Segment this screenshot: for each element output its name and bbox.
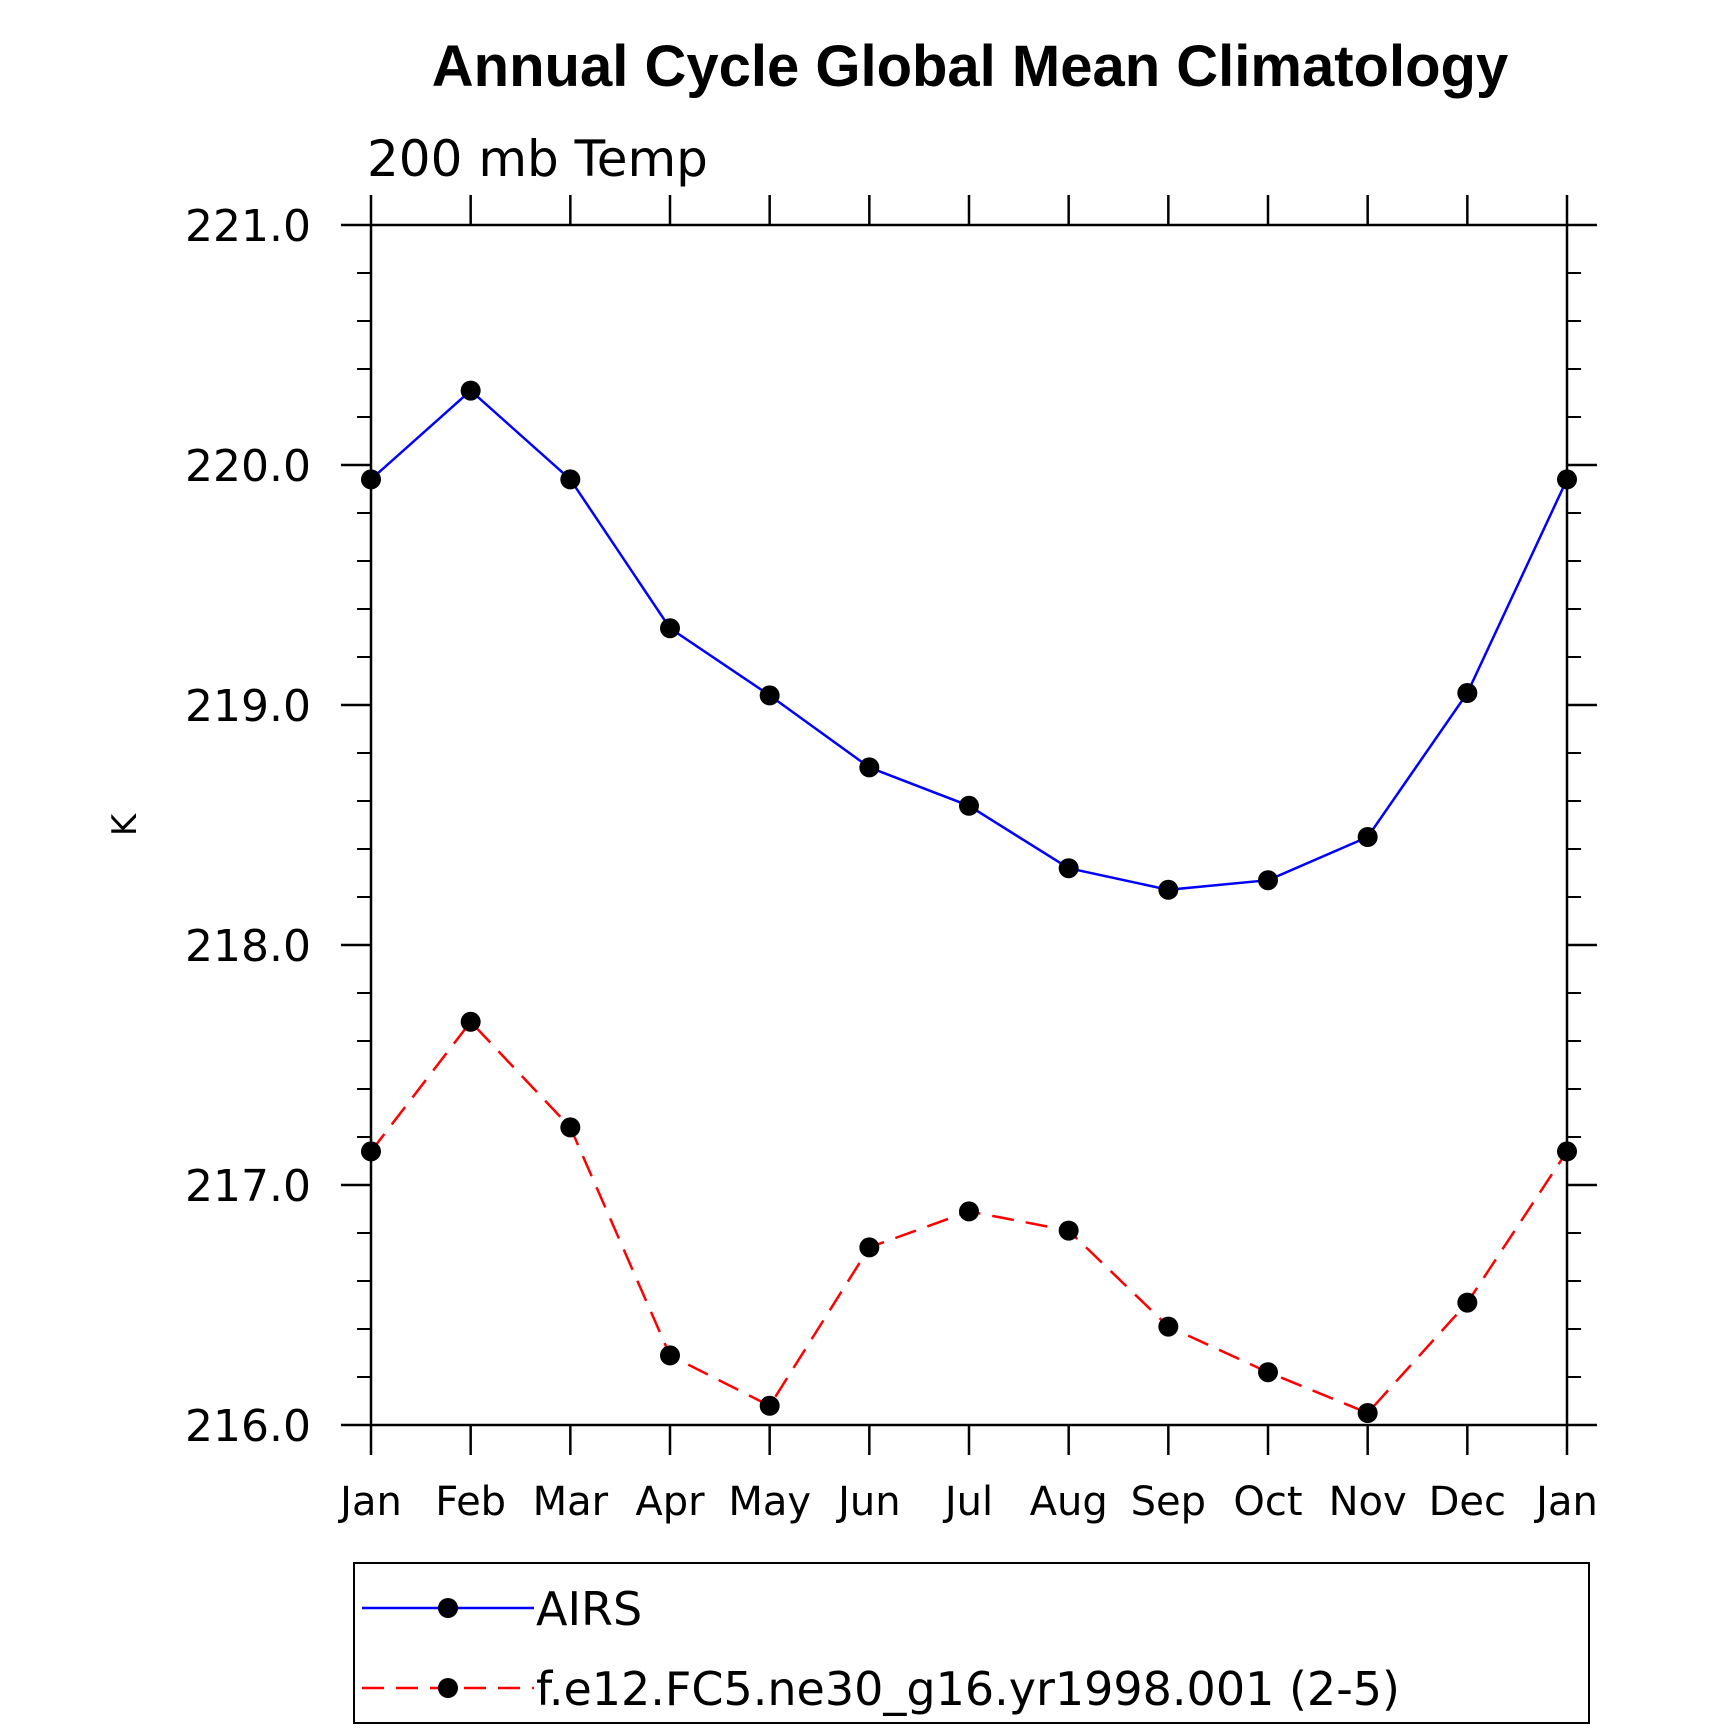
x-tick-label: Jan — [1533, 1479, 1598, 1525]
data-point — [1557, 1141, 1577, 1162]
data-point — [1158, 1316, 1179, 1337]
y-axis-label: K — [105, 812, 145, 836]
x-tick-label: Jan — [337, 1479, 402, 1525]
data-point — [361, 469, 381, 490]
chart-title: Annual Cycle Global Mean Climatology — [432, 34, 1508, 99]
data-point — [460, 1011, 481, 1032]
data-point — [959, 1201, 979, 1222]
data-point — [1058, 1220, 1079, 1241]
x-tick-label: Sep — [1131, 1479, 1206, 1525]
x-tick-label: Aug — [1030, 1479, 1108, 1525]
y-tick-label: 219.0 — [185, 681, 311, 732]
x-tick-label: Jun — [835, 1479, 901, 1525]
y-tick-label: 221.0 — [185, 201, 311, 252]
data-point — [1158, 879, 1179, 900]
data-point — [759, 685, 780, 706]
data-point — [1357, 827, 1378, 847]
data-point — [660, 1345, 680, 1366]
legend-marker-1 — [438, 1598, 458, 1618]
data-point — [1058, 858, 1079, 879]
data-point — [1457, 683, 1478, 703]
data-point — [1457, 1292, 1478, 1313]
plot-area: 216.0 217.0 218.0 219.0 220.0 221.0 Jan Feb Mar A… — [185, 195, 1598, 1525]
x-tick-label: Dec — [1429, 1479, 1506, 1525]
x-tick-label: Apr — [635, 1479, 705, 1525]
data-point — [560, 1117, 581, 1138]
x-tick-label: Mar — [533, 1479, 609, 1525]
x-tick-label: May — [728, 1479, 811, 1525]
x-tick-label: Oct — [1233, 1479, 1302, 1525]
legend-marker-2 — [438, 1678, 458, 1698]
y-tick-label: 218.0 — [185, 921, 311, 972]
data-point — [759, 1395, 780, 1416]
legend-label-2: f.e12.FC5.ne30_g16.yr1998.001 (2-5) — [536, 1662, 1400, 1716]
legend: AIRS f.e12.FC5.ne30_g16.yr1998.001 (2-5) — [353, 1562, 1590, 1724]
data-point — [859, 757, 880, 778]
data-point — [361, 1141, 381, 1162]
data-point — [460, 380, 481, 401]
y-tick-label: 216.0 — [185, 1401, 311, 1452]
data-point — [1258, 1362, 1278, 1383]
plot-frame — [369, 223, 1569, 1427]
x-tick-label: Nov — [1329, 1479, 1407, 1525]
y-tick-label: 220.0 — [185, 441, 311, 492]
legend-box — [353, 1562, 1590, 1724]
data-point — [560, 469, 581, 490]
data-point — [959, 795, 979, 816]
data-point — [1557, 469, 1577, 490]
data-point — [859, 1237, 880, 1258]
data-point — [1357, 1403, 1378, 1423]
y-tick-label: 217.0 — [185, 1161, 311, 1212]
x-tick-label: Jul — [942, 1479, 993, 1525]
data-point — [1258, 870, 1278, 891]
data-point — [660, 618, 680, 639]
x-tick-label: Feb — [435, 1479, 506, 1525]
chart-subtitle: 200 mb Temp — [367, 130, 708, 188]
legend-label-1: AIRS — [536, 1582, 642, 1636]
